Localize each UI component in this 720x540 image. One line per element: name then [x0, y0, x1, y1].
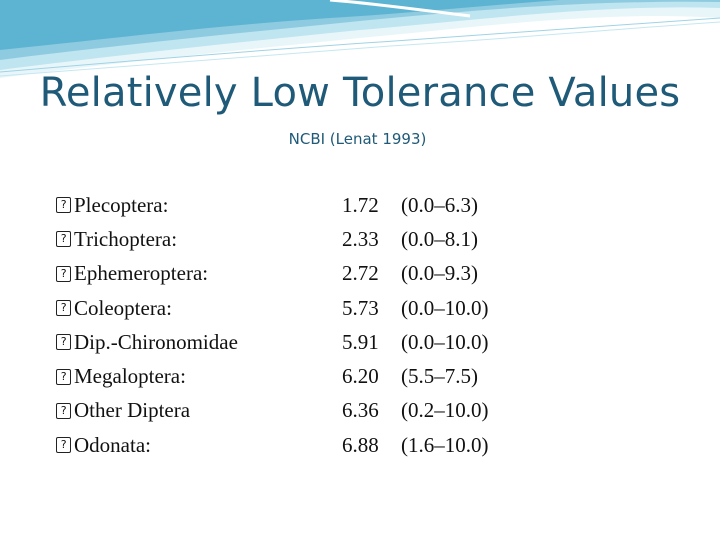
bullet-icon: ?: [56, 368, 71, 385]
taxon-label: Coleoptera:: [74, 295, 172, 320]
slide-subtitle: NCBI (Lenat 1993): [288, 130, 427, 148]
taxon-name: ? Megaloptera:: [56, 364, 342, 389]
tolerance-range: (0.0–6.3): [401, 192, 478, 217]
tolerance-range: (0.0–8.1): [401, 226, 478, 251]
list-item: ? Coleoptera: 5.73 (0.0–10.0): [56, 291, 676, 325]
tolerance-value: 2.72: [342, 261, 379, 286]
bullet-icon: ?: [56, 197, 71, 214]
bullet-icon: ?: [56, 334, 71, 351]
taxon-label: Dip.-Chironomidae: [74, 329, 238, 354]
bullet-icon: ?: [56, 265, 71, 282]
slide-title: Relatively Low Tolerance Values: [39, 70, 681, 116]
taxon-name: ? Odonata:: [56, 433, 342, 458]
bullet-icon: ?: [56, 437, 71, 454]
taxon-name: ? Plecoptera:: [56, 193, 342, 218]
tolerance-range: (0.2–10.0): [401, 398, 489, 423]
header-wave-decoration: [0, 0, 720, 78]
list-item: ? Other Diptera 6.36 (0.2–10.0): [56, 394, 676, 428]
taxon-name: ? Dip.-Chironomidae: [56, 330, 342, 355]
tolerance-range: (1.6–10.0): [401, 432, 489, 457]
bullet-icon: ?: [56, 402, 71, 419]
tolerance-value: 2.33: [342, 226, 379, 251]
taxon-name: ? Other Diptera: [56, 398, 342, 423]
tolerance-range: (5.5–7.5): [401, 364, 478, 389]
tolerance-value: 6.20: [342, 364, 379, 389]
bullet-icon: ?: [56, 231, 71, 248]
tolerance-value: 5.73: [342, 295, 379, 320]
taxon-label: Trichoptera:: [74, 226, 178, 251]
list-item: ? Dip.-Chironomidae 5.91 (0.0–10.0): [56, 325, 676, 359]
taxon-label: Odonata:: [74, 432, 151, 457]
taxon-label: Megaloptera:: [74, 364, 186, 389]
list-item: ? Trichoptera: 2.33 (0.0–8.1): [56, 222, 676, 256]
tolerance-list: ? Plecoptera: 1.72 (0.0–6.3)? Trichoptera: 2.…: [56, 188, 676, 462]
tolerance-range: (0.0–10.0): [401, 295, 489, 320]
tolerance-value: 6.88: [342, 432, 379, 457]
taxon-name: ? Coleoptera:: [56, 296, 342, 321]
taxon-label: Other Diptera: [74, 398, 191, 423]
list-item: ? Plecoptera: 1.72 (0.0–6.3): [56, 188, 676, 222]
tolerance-value: 1.72: [342, 192, 379, 217]
tolerance-range: (0.0–9.3): [401, 261, 478, 286]
bullet-icon: ?: [56, 300, 71, 317]
list-item: ? Odonata: 6.88 (1.6–10.0): [56, 428, 676, 462]
tolerance-value: 5.91: [342, 329, 379, 354]
taxon-label: Ephemeroptera:: [74, 261, 209, 286]
taxon-label: Plecoptera:: [74, 192, 169, 217]
list-item: ? Megaloptera: 6.20 (5.5–7.5): [56, 359, 676, 393]
taxon-name: ? Trichoptera:: [56, 227, 342, 252]
tolerance-value: 6.36: [342, 398, 379, 423]
list-item: ? Ephemeroptera: 2.72 (0.0–9.3): [56, 257, 676, 291]
taxon-name: ? Ephemeroptera:: [56, 261, 342, 286]
tolerance-range: (0.0–10.0): [401, 329, 489, 354]
